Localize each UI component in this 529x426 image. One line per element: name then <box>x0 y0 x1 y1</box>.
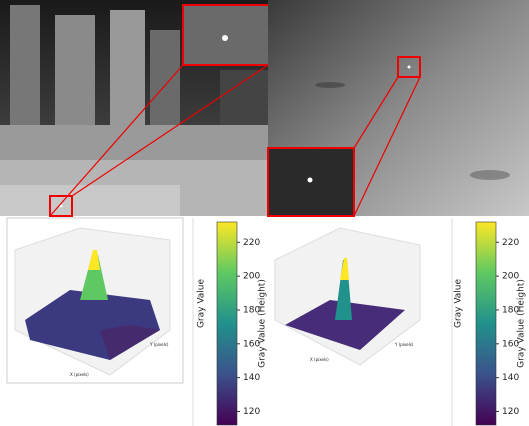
tick-label: 120 <box>243 407 260 417</box>
x-axis-label: X (pixels) <box>70 372 89 377</box>
y-axis-label: Y (pixels) <box>394 342 414 347</box>
y-axis-label: Y (pixels) <box>149 342 169 347</box>
colorbar-title: Gray Value <box>197 278 207 328</box>
city-image <box>0 0 269 216</box>
tick-label: 140 <box>243 373 260 383</box>
colorbar-title: Gray Value <box>454 278 464 328</box>
tick-label: 140 <box>502 373 519 383</box>
colorbar-label: Gray Value (Height) <box>258 279 268 368</box>
tick-label: 220 <box>243 238 260 248</box>
sky-image <box>268 0 529 216</box>
tick-label: 120 <box>502 407 519 417</box>
x-axis-label: X (pixels) <box>310 357 329 362</box>
page: X (pixels) Y (pixels) X (pixels) Y (pixe… <box>0 0 529 426</box>
surface-plot: X (pixels) Y (pixels) <box>275 228 420 365</box>
figure: X (pixels) Y (pixels) X (pixels) Y (pixe… <box>0 0 529 426</box>
surface-plot: X (pixels) Y (pixels) <box>7 218 183 383</box>
tick-label: 220 <box>502 238 519 248</box>
colorbar <box>217 222 237 425</box>
colorbar <box>476 222 496 425</box>
colorbar-label: Gray Value (Height) <box>517 279 527 368</box>
